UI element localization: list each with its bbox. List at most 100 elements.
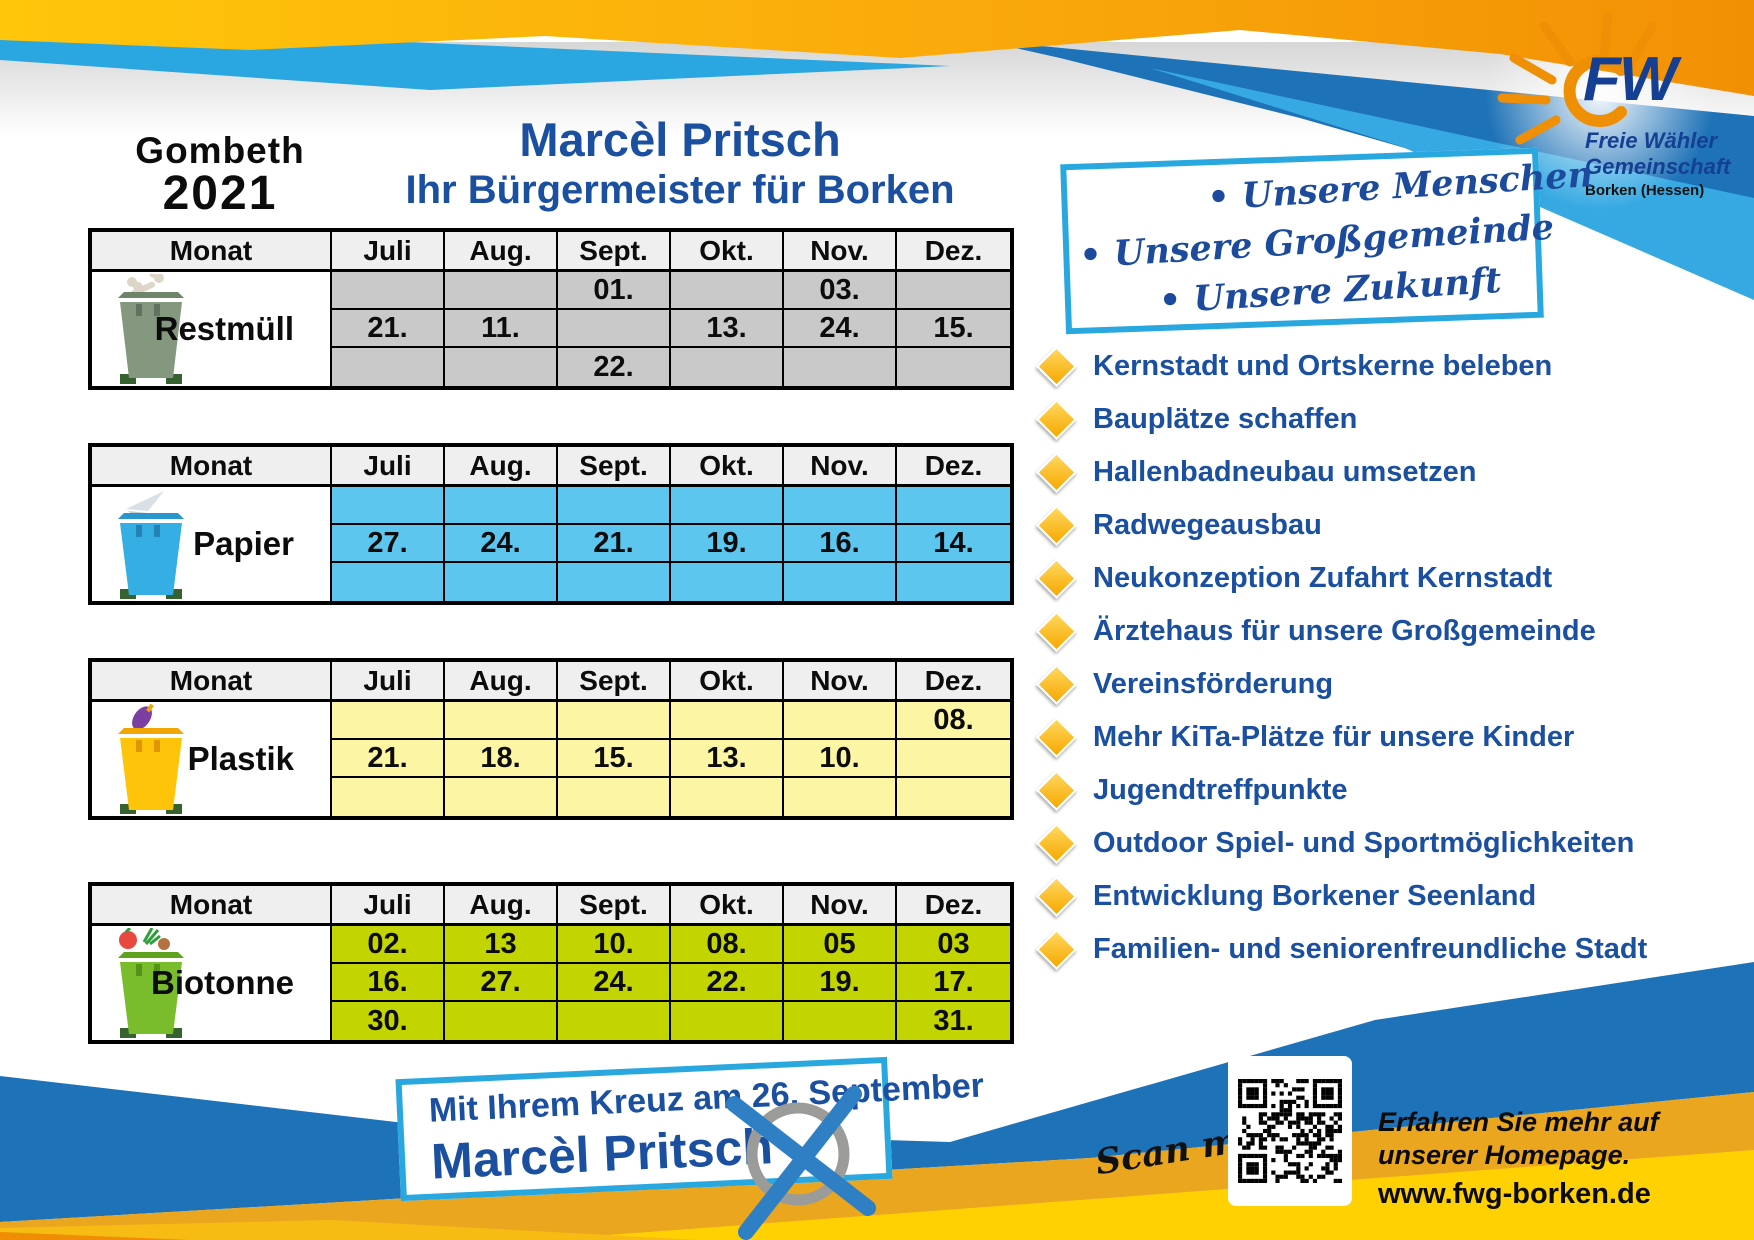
calendar-cell [332, 778, 445, 816]
topics-list: Kernstadt und Ortskerne beleben Bauplätz… [1035, 340, 1647, 976]
calendar-cell: 03. [784, 272, 897, 310]
calendar-cell: 03 [897, 926, 1010, 964]
restmuell-label-cell: Restmüll [92, 272, 332, 386]
topic-item: Bauplätze schaffen [1035, 393, 1647, 446]
qr-code [1228, 1056, 1352, 1206]
calendar-cell [897, 740, 1010, 778]
column-header: Okt. [671, 447, 784, 487]
calendar-cell [445, 778, 558, 816]
calendar-cell [671, 563, 784, 601]
diamond-bullet-icon [1035, 610, 1078, 653]
topic-item: Familien- und seniorenfreundliche Stadt [1035, 923, 1647, 976]
calendar-cell: 27. [332, 525, 445, 563]
calendar-cell: 19. [671, 525, 784, 563]
calendar-cell [671, 702, 784, 740]
restmuell-bin-icon [118, 274, 184, 384]
calendar-cell [784, 348, 897, 386]
diamond-bullet-icon [1035, 716, 1078, 759]
calendar-cell [332, 563, 445, 601]
topic-item: Ärztehaus für unsere Großgemeinde [1035, 605, 1647, 658]
candidate-name: Marcèl Pritsch [519, 113, 841, 166]
column-header: Nov. [784, 662, 897, 702]
calendar-cell: 24. [558, 964, 671, 1002]
column-header: Monat [92, 886, 332, 926]
topic-label: Bauplätze schaffen [1093, 403, 1358, 435]
calendar-cell: 05 [784, 926, 897, 964]
calendar-cell [445, 272, 558, 310]
calendar-cell: 15. [558, 740, 671, 778]
column-header: Aug. [445, 232, 558, 272]
plastik-bin-icon [118, 704, 184, 814]
calendar-cell: 30. [332, 1002, 445, 1040]
biotonne-table: Monat Juli Aug. Sept. Okt. Nov. Dez. Bio… [88, 882, 1014, 1044]
diamond-bullet-icon [1035, 928, 1078, 971]
calendar-cell: 08. [671, 926, 784, 964]
topic-label: Kernstadt und Ortskerne beleben [1093, 350, 1553, 382]
calendar-cell [445, 348, 558, 386]
location-label: Gombeth [135, 130, 305, 171]
calendar-cell [897, 487, 1010, 525]
calendar-cell [558, 563, 671, 601]
fw-org-name: Freie Wähler Gemeinschaft [1585, 128, 1731, 180]
calendar-cell [897, 272, 1010, 310]
location-year-block: Gombeth 2021 [100, 130, 340, 220]
calendar-cell [558, 702, 671, 740]
calendar-cell: 10. [558, 926, 671, 964]
column-header: Juli [332, 232, 445, 272]
topic-label: Outdoor Spiel- und Sportmöglichkeiten [1093, 827, 1635, 859]
calendar-cell: 15. [897, 310, 1010, 348]
year-label: 2021 [162, 167, 278, 220]
column-header: Okt. [671, 886, 784, 926]
eggplant-icon [132, 704, 154, 730]
calendar-cell: 21. [332, 740, 445, 778]
calendar-cell [445, 487, 558, 525]
calendar-cell [671, 778, 784, 816]
column-header: Sept. [558, 886, 671, 926]
calendar-cell [897, 348, 1010, 386]
topic-label: Jugendtreffpunkte [1093, 774, 1348, 806]
papier-bin-icon [118, 491, 184, 599]
topic-item: Hallenbadneubau umsetzen [1035, 446, 1647, 499]
column-header: Sept. [558, 662, 671, 702]
calendar-cell: 21. [558, 525, 671, 563]
diamond-bullet-icon [1035, 557, 1078, 600]
column-header: Monat [92, 447, 332, 487]
fw-region: Borken (Hessen) [1585, 182, 1705, 199]
calendar-cell [558, 310, 671, 348]
candidate-header: Marcèl Pritsch Ihr Bürgermeister für Bor… [370, 112, 990, 213]
topic-item: Neukonzeption Zufahrt Kernstadt [1035, 552, 1647, 605]
calendar-cell: 17. [897, 964, 1010, 1002]
calendar-cell [558, 1002, 671, 1040]
ballot-cross-icon [726, 1086, 876, 1240]
column-header: Monat [92, 662, 332, 702]
calendar-cell: 21. [332, 310, 445, 348]
calendar-cell [897, 778, 1010, 816]
slogan-box: • Unsere Menschen • Unsere Großgemeinde … [1060, 147, 1594, 335]
fw-abbr: FW [1583, 45, 1677, 114]
column-header: Sept. [558, 447, 671, 487]
calendar-cell [558, 487, 671, 525]
topic-item: Vereinsförderung [1035, 658, 1647, 711]
column-header: Aug. [445, 447, 558, 487]
calendar-cell: 24. [784, 310, 897, 348]
fw-org-line2: Gemeinschaft [1585, 154, 1731, 179]
calendar-cell [671, 1002, 784, 1040]
bin-label: Plastik [187, 740, 294, 777]
calendar-cell [445, 1002, 558, 1040]
topic-item: Radwegeausbau [1035, 499, 1647, 552]
topic-item: Mehr KiTa-Plätze für unsere Kinder [1035, 711, 1647, 764]
fw-org-line1: Freie Wähler [1585, 128, 1718, 153]
column-header: Dez. [897, 232, 1010, 272]
calendar-cell: 10. [784, 740, 897, 778]
calendar-cell: 24. [445, 525, 558, 563]
column-header: Juli [332, 886, 445, 926]
column-header: Juli [332, 662, 445, 702]
topic-label: Entwicklung Borkener Seenland [1093, 880, 1537, 912]
column-header: Dez. [897, 662, 1010, 702]
calendar-cell [671, 272, 784, 310]
column-header: Aug. [445, 662, 558, 702]
topic-label: Ärztehaus für unsere Großgemeinde [1093, 615, 1596, 647]
homepage-info: Erfahren Sie mehr auf unserer Homepage. … [1378, 1106, 1738, 1211]
papier-label-cell: Papier [92, 487, 332, 601]
topic-label: Neukonzeption Zufahrt Kernstadt [1093, 562, 1553, 594]
